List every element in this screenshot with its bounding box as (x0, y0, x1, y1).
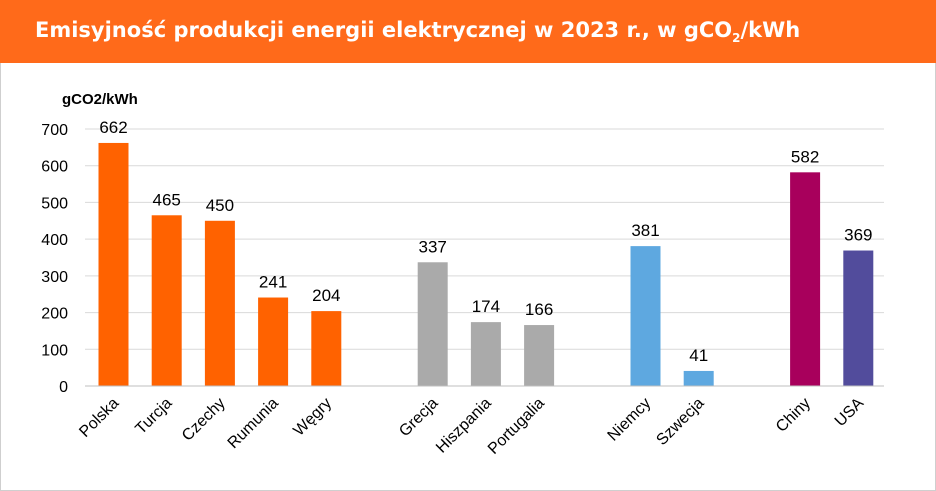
data-label: 204 (312, 286, 340, 305)
y-tick-label: 500 (41, 195, 68, 212)
bar (258, 297, 289, 386)
y-tick-label: 400 (41, 232, 68, 249)
bar (470, 322, 501, 386)
data-label: 174 (472, 297, 500, 316)
data-label: 450 (206, 196, 234, 215)
y-tick-label: 600 (41, 159, 68, 176)
y-tick-label: 700 (41, 122, 68, 139)
data-label: 369 (844, 226, 872, 245)
x-tick-label: USA (832, 395, 868, 431)
x-tick-label: Turcja (132, 395, 175, 438)
x-tick-label: Szwecja (653, 395, 707, 449)
x-tick-label: Portugalia (485, 395, 548, 458)
data-label: 337 (419, 237, 447, 256)
bar (204, 220, 235, 386)
bar (790, 172, 821, 386)
data-label: 465 (153, 190, 181, 209)
bar (524, 325, 555, 386)
y-tick-label: 100 (41, 342, 68, 359)
bar (151, 215, 182, 386)
x-tick-label: Czechy (179, 395, 229, 445)
data-label: 381 (631, 221, 659, 240)
y-axis-label: gCO2/kWh (62, 91, 138, 108)
x-tick-label: Węgry (290, 395, 335, 440)
y-tick-label: 200 (41, 306, 68, 323)
y-tick-label: 0 (59, 379, 68, 396)
x-tick-label: Grecja (396, 395, 441, 440)
chart-title-bar: Emisyjność produkcji energii elektryczne… (0, 0, 936, 63)
x-tick-label: Rumunia (225, 395, 282, 452)
x-tick-label: Niemcy (605, 395, 655, 445)
data-label: 662 (99, 118, 127, 137)
bar (683, 370, 714, 386)
bar (311, 311, 342, 386)
bar (98, 142, 129, 386)
data-label: 241 (259, 273, 287, 292)
data-label: 41 (689, 346, 708, 365)
x-tick-label: Chiny (773, 395, 814, 436)
data-label: 582 (791, 147, 819, 166)
bar (843, 250, 874, 386)
data-label: 166 (525, 300, 553, 319)
title-subscript: 2 (732, 31, 741, 46)
x-tick-label: Polska (76, 395, 122, 441)
bar (417, 262, 448, 386)
chart-title: Emisyjność produkcji energii elektryczne… (35, 17, 801, 46)
bar (630, 246, 661, 386)
y-tick-label: 300 (41, 269, 68, 286)
